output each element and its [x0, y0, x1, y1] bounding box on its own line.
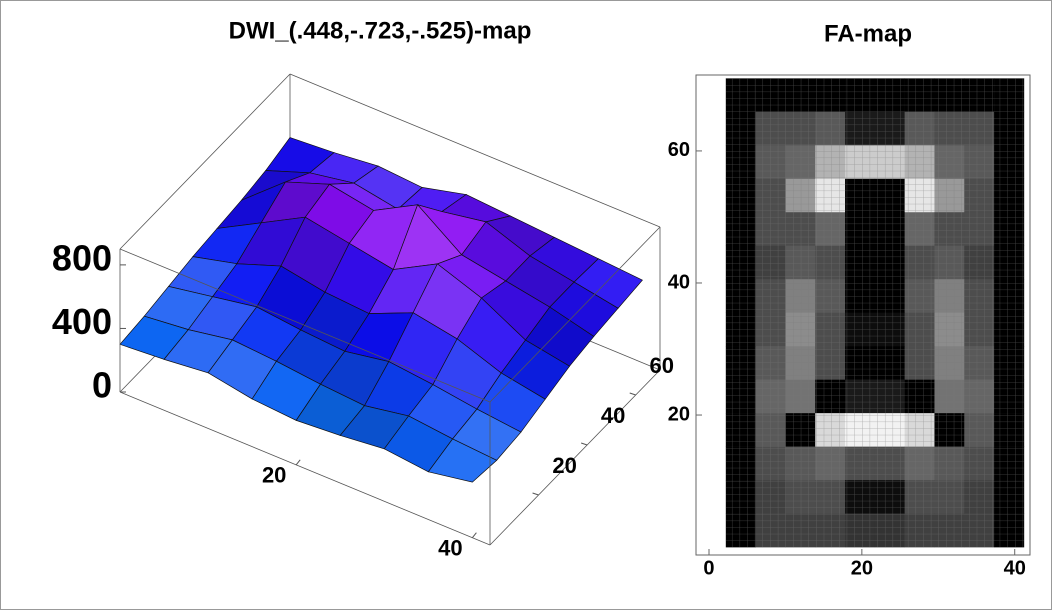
x-tick-label: 20: [851, 557, 873, 579]
image-title: FA-map: [824, 20, 912, 47]
box-edge: [489, 226, 661, 403]
y-tick-label: 20: [668, 403, 690, 425]
y-tick: [629, 392, 636, 396]
y-tick: [580, 442, 588, 446]
y-tick-label: 60: [668, 139, 690, 161]
y-tick-label: 60: [649, 353, 673, 378]
x-tick-label: 0: [703, 557, 714, 579]
plot-frame: [695, 74, 1031, 556]
box-edge: [119, 248, 491, 403]
x-tick: [295, 459, 301, 466]
pixel-grid: [725, 78, 1024, 548]
z-tick-label: 400: [52, 301, 112, 342]
surface-title: DWI_(.448,-.723,-.525)-map: [229, 17, 532, 44]
x-tick: [471, 532, 477, 539]
box-edge: [489, 369, 661, 546]
box-edge: [119, 391, 491, 546]
y-tick-label: 40: [668, 271, 690, 293]
surface-patch: [427, 438, 498, 483]
y-tick-label: 20: [552, 453, 576, 478]
box-edge: [119, 73, 291, 250]
z-tick-label: 800: [52, 237, 112, 278]
box-edge: [289, 73, 661, 228]
y-tick: [532, 492, 539, 496]
x-tick-label: 20: [262, 463, 286, 488]
z-tick-label: 0: [92, 365, 112, 406]
y-tick-label: 40: [601, 403, 625, 428]
x-tick-label: 40: [1004, 557, 1026, 579]
x-tick-label: 40: [438, 536, 462, 561]
